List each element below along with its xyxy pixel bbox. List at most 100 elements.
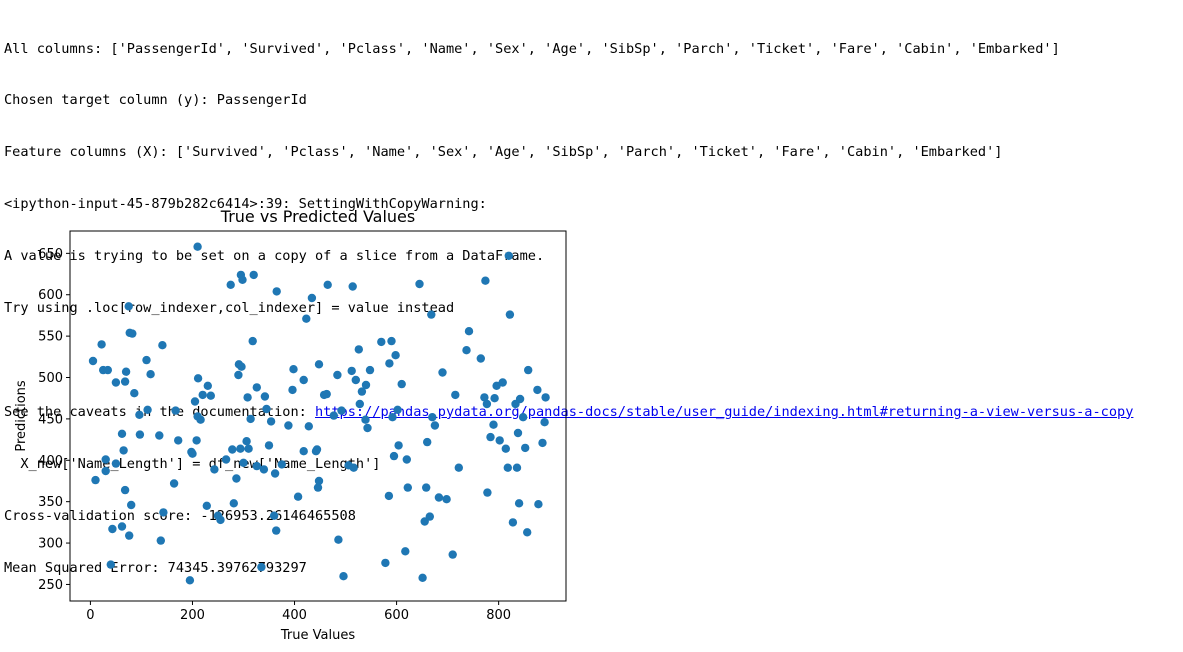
- data-point: [237, 362, 246, 371]
- data-point: [508, 518, 518, 527]
- data-point: [293, 492, 303, 501]
- data-point: [462, 346, 471, 355]
- y-tick-label: 350: [38, 495, 63, 510]
- data-point: [401, 547, 410, 556]
- data-point: [503, 463, 512, 472]
- data-point: [418, 573, 427, 582]
- y-tick-label: 400: [38, 454, 63, 469]
- y-tick-label: 550: [38, 330, 63, 345]
- data-point: [128, 329, 137, 338]
- data-point: [504, 251, 513, 260]
- data-point: [515, 394, 525, 404]
- data-point: [257, 562, 266, 572]
- data-point: [489, 420, 498, 429]
- data-point: [232, 474, 241, 483]
- output-line-feature-columns: Feature columns (X): ['Survived', 'Pclas…: [4, 144, 1003, 161]
- data-point: [351, 375, 360, 385]
- data-point: [272, 526, 281, 535]
- data-point: [169, 479, 179, 488]
- data-point: [158, 341, 167, 350]
- data-point: [185, 576, 195, 585]
- y-tick-label: 650: [38, 247, 63, 262]
- data-point: [534, 500, 543, 509]
- data-point: [425, 512, 434, 521]
- data-point: [514, 499, 524, 508]
- data-point: [313, 483, 323, 492]
- data-point: [541, 393, 550, 402]
- data-point: [323, 280, 332, 289]
- data-point: [111, 378, 121, 387]
- data-point: [135, 430, 145, 439]
- data-point: [482, 399, 492, 409]
- scatter-plot-figure: True vs Predicted Values 0 200 400 600 800 2…: [0, 200, 580, 652]
- data-point: [236, 444, 245, 453]
- data-point: [314, 476, 324, 486]
- data-point: [156, 536, 165, 545]
- data-point: [106, 560, 116, 569]
- y-tick-label: 600: [38, 288, 63, 303]
- data-point: [259, 465, 269, 474]
- data-point: [483, 488, 492, 497]
- data-point: [512, 463, 522, 472]
- x-tick-label: 600: [384, 608, 409, 623]
- data-point: [434, 493, 444, 502]
- x-axis-ticks: 0 200 400 600 800: [86, 601, 511, 623]
- x-axis-label: True Values: [280, 628, 355, 643]
- data-point: [238, 275, 247, 284]
- data-point: [299, 447, 308, 456]
- data-point: [355, 399, 364, 409]
- data-point: [518, 413, 528, 422]
- data-point: [339, 572, 348, 581]
- data-point: [229, 499, 238, 508]
- data-point: [262, 404, 271, 414]
- data-point: [348, 282, 357, 291]
- data-point: [246, 414, 255, 424]
- data-point: [307, 293, 317, 303]
- data-point: [193, 242, 202, 251]
- data-point: [329, 411, 338, 420]
- data-point: [120, 485, 130, 495]
- data-point: [361, 415, 370, 424]
- data-point: [393, 405, 402, 414]
- data-point: [365, 365, 375, 375]
- data-point: [388, 413, 397, 422]
- data-point: [322, 389, 331, 399]
- data-point: [226, 280, 235, 289]
- data-point: [385, 359, 394, 368]
- output-line-warning-header: <ipython-input-45-879b282c6414>:39: Sett…: [4, 196, 487, 213]
- data-point: [304, 422, 313, 431]
- data-point: [124, 302, 133, 311]
- data-point: [193, 374, 203, 383]
- data-point: [88, 356, 98, 366]
- data-point: [302, 314, 311, 323]
- data-point: [384, 491, 394, 501]
- data-point: [480, 393, 489, 402]
- data-point: [243, 393, 252, 402]
- data-point: [394, 441, 403, 450]
- y-axis-label: Predictions: [14, 380, 29, 452]
- data-point: [117, 522, 127, 531]
- data-point: [540, 418, 549, 427]
- data-point: [427, 310, 436, 319]
- data-point: [101, 466, 110, 476]
- y-tick-label: 300: [38, 537, 63, 552]
- data-point: [288, 385, 297, 395]
- data-point: [481, 276, 490, 285]
- data-point: [188, 449, 197, 458]
- data-point: [391, 351, 400, 360]
- data-point: [464, 327, 474, 336]
- data-point: [397, 379, 406, 389]
- data-point: [312, 445, 322, 454]
- data-point: [192, 436, 201, 445]
- data-point: [125, 531, 134, 540]
- data-point: [299, 375, 308, 385]
- data-point: [117, 429, 127, 438]
- data-point: [430, 421, 440, 430]
- data-point: [334, 535, 343, 544]
- data-point: [381, 558, 390, 568]
- output-line-all-columns: All columns: ['PassengerId', 'Survived',…: [4, 40, 1060, 57]
- data-point: [91, 475, 100, 485]
- x-tick-label: 800: [486, 608, 511, 623]
- data-point: [111, 459, 121, 468]
- data-point: [357, 387, 367, 396]
